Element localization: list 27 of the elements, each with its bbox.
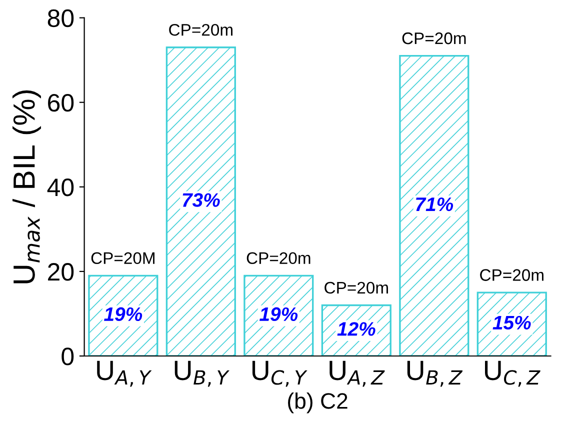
y-axis-title: U$_{max}$ / BIL (%)	[12, 90, 41, 284]
x-axis-title: (b) C2	[288, 392, 348, 414]
annotation: CP=20m	[402, 32, 466, 44]
annotation: CP=20m	[169, 24, 232, 36]
data-label: 73%	[182, 193, 220, 207]
y-tick-label: 80	[48, 9, 74, 28]
annotation: CP=20m	[324, 282, 388, 294]
data-label: 15%	[492, 316, 531, 330]
y-tick-label: 60	[48, 94, 74, 112]
bar	[399, 55, 470, 356]
bar	[166, 46, 236, 356]
x-tick-label: U$_{B,Z}$	[407, 360, 463, 387]
annotation: CP=20m	[480, 269, 544, 281]
y-tick-label: 40	[47, 178, 74, 196]
x-tick-label: U$_{C,Z}$	[485, 360, 540, 387]
x-tick-label: U$_{A,Z}$	[330, 360, 385, 387]
annotation: CP=20M	[91, 252, 154, 264]
y-tick-label: 20	[48, 263, 74, 281]
data-label: 71%	[416, 197, 454, 212]
x-tick-label: U$_{A,Y}$	[97, 360, 152, 387]
x-tick-label: U$_{B,Y}$	[174, 360, 230, 387]
x-tick-label: U$_{C,Y}$	[252, 360, 308, 387]
y-tick-label: 0	[62, 348, 74, 366]
data-label: 19%	[260, 307, 298, 322]
data-label: 12%	[337, 322, 376, 336]
annotation: CP=20m	[246, 252, 310, 264]
data-label: 19%	[104, 307, 142, 322]
